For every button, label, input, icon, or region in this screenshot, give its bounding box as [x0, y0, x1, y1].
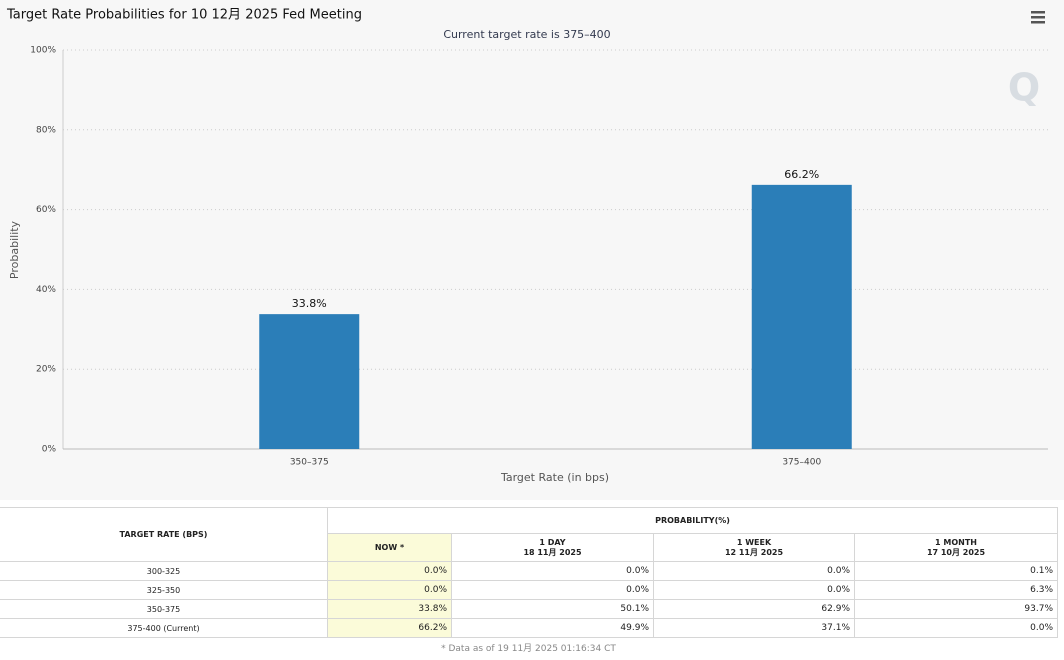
- logo: Q: [1008, 66, 1040, 110]
- table-cell: 0.0%: [653, 580, 855, 600]
- y-tick-label: 0%: [42, 445, 57, 455]
- data-label: 33.8%: [292, 297, 327, 310]
- header-cell: 1 WEEK 12 11月 2025: [653, 533, 855, 562]
- chart-subtitle: Current target rate is 375–400: [443, 28, 610, 41]
- header-line: 1 MONTH: [935, 537, 977, 547]
- table-cell: 350-375: [0, 599, 328, 619]
- y-tick-label: 60%: [36, 205, 56, 215]
- x-axis-title: Target Rate (in bps): [500, 471, 609, 484]
- chart: Target Rate Probabilities for 10 12月 202…: [0, 0, 1064, 500]
- y-tick-label: 100%: [30, 46, 56, 56]
- y-tick-label: 40%: [36, 285, 56, 295]
- table-cell: 0.0%: [854, 618, 1058, 638]
- table-row: 375-400 (Current) 66.2% 49.9% 37.1% 0.0%: [0, 618, 1058, 638]
- footnote-row: * Data as of 19 11月 2025 01:16:34 CT: [0, 638, 1058, 657]
- header-cell: NOW *: [327, 533, 452, 562]
- x-tick-label: 375–400: [782, 458, 821, 468]
- table-cell: 375-400 (Current): [0, 618, 328, 638]
- table-cell: 0.0%: [327, 561, 452, 581]
- menu-button[interactable]: [1031, 11, 1045, 24]
- table-cell: 0.1%: [854, 561, 1058, 581]
- header-cell: 1 MONTH 17 10月 2025: [854, 533, 1058, 562]
- header-cell: TARGET RATE (BPS): [0, 507, 328, 562]
- x-tick-label: 350–375: [290, 458, 329, 468]
- probability-table: TARGET RATE (BPS) PROBABILITY(%) NOW * 1 DA…: [0, 507, 1058, 656]
- table-cell: 0.0%: [653, 561, 855, 581]
- y-tick-label: 20%: [36, 365, 56, 375]
- chart-background: [0, 0, 1064, 500]
- bar: [751, 184, 852, 449]
- header-cell: PROBABILITY(%): [327, 507, 1058, 534]
- table-cell: 33.8%: [327, 599, 452, 619]
- table-row: 325-350 0.0% 0.0% 0.0% 6.3%: [0, 580, 1058, 600]
- header-line: NOW *: [374, 543, 405, 552]
- header-row: NOW * 1 DAY 18 11月 2025 1 WEEK 12 11月 2025 1 …: [0, 533, 1058, 562]
- bar: [259, 314, 360, 449]
- table-cell: 300-325: [0, 561, 328, 581]
- table-cell: 0.0%: [451, 561, 654, 581]
- header-line: 12 11月 2025: [724, 547, 784, 557]
- header-row: TARGET RATE (BPS) PROBABILITY(%): [0, 507, 1058, 562]
- table-cell: 62.9%: [653, 599, 855, 619]
- header-line: 17 10月 2025: [926, 547, 986, 557]
- table-cell: 0.0%: [451, 580, 654, 600]
- chart-title: Target Rate Probabilities for 10 12月 202…: [6, 8, 362, 23]
- table-cell: 50.1%: [451, 599, 654, 619]
- table-cell: 49.9%: [451, 618, 654, 638]
- header-line: 18 11月 2025: [523, 547, 582, 557]
- table-cell: 93.7%: [854, 599, 1058, 619]
- data-label: 66.2%: [784, 168, 819, 181]
- y-tick-label: 80%: [36, 125, 56, 135]
- header-line: 1 DAY: [539, 537, 566, 547]
- table-cell: 0.0%: [327, 580, 452, 600]
- table-cell: 6.3%: [854, 580, 1058, 600]
- table-cell: 325-350: [0, 580, 328, 600]
- table-row: 350-375 33.8% 50.1% 62.9% 93.7%: [0, 599, 1058, 619]
- header-cell: 1 DAY 18 11月 2025: [451, 533, 654, 562]
- y-axis-title: Probability: [8, 220, 21, 279]
- table-row: 300-325 0.0% 0.0% 0.0% 0.1%: [0, 561, 1058, 581]
- table-cell: 37.1%: [653, 618, 855, 638]
- table-cell: 66.2%: [327, 618, 452, 638]
- footnote: * Data as of 19 11月 2025 01:16:34 CT: [441, 643, 616, 654]
- header-line: 1 WEEK: [736, 537, 772, 547]
